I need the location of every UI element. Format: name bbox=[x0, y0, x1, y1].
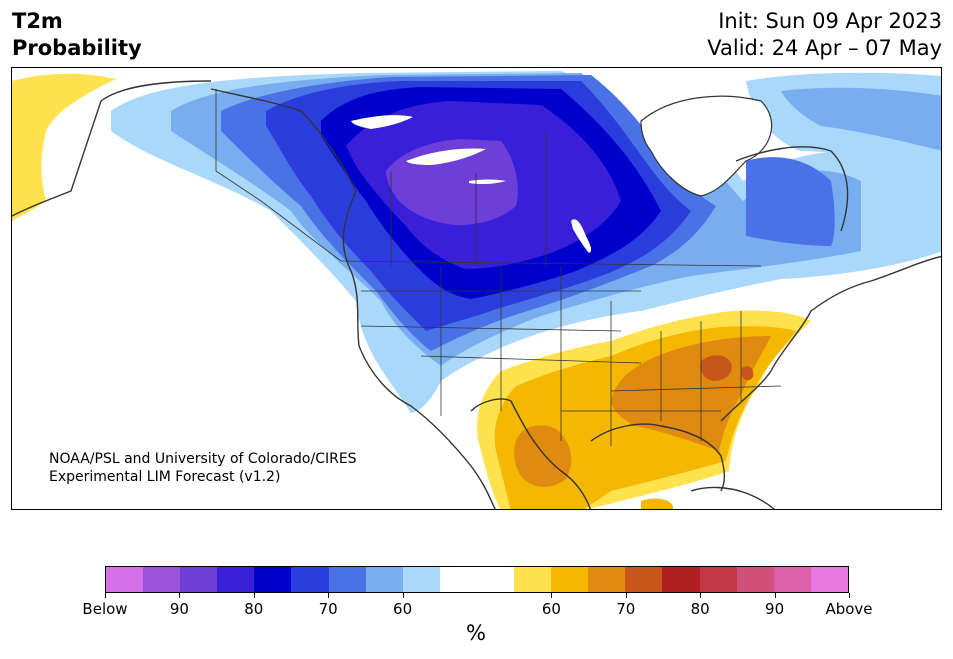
colorbar-tick-mark bbox=[625, 593, 627, 598]
colorbar-tick-mark bbox=[551, 593, 553, 598]
prob-region-20-above-caribbean bbox=[641, 498, 673, 509]
valid-range: Valid: 24 Apr – 07 May bbox=[707, 36, 942, 60]
colorbar-tick-label: 70 bbox=[616, 600, 636, 618]
prob-region-30-below-east bbox=[781, 87, 941, 151]
colorbar-segment bbox=[291, 567, 329, 592]
init-date: Init: Sun 09 Apr 2023 bbox=[718, 9, 942, 33]
colorbar-segment bbox=[402, 567, 440, 592]
colorbar-segment bbox=[254, 567, 292, 592]
colorbar-tick-label: 80 bbox=[244, 600, 264, 618]
colorbar-tick-mark bbox=[774, 593, 776, 598]
lake-great-slave bbox=[406, 148, 486, 165]
prob-region-40-below-east bbox=[746, 157, 835, 246]
prob-region-50-above bbox=[700, 355, 732, 381]
colorbar-segment bbox=[106, 567, 144, 592]
colorbar-segment bbox=[736, 567, 774, 592]
map-title: T2m Probability bbox=[12, 8, 142, 62]
colorbar-tick-mark bbox=[179, 593, 181, 598]
colorbar-segment bbox=[439, 567, 477, 592]
colorbar-segment bbox=[551, 567, 589, 592]
coastlines bbox=[12, 80, 941, 509]
lake-winnipeg bbox=[571, 219, 592, 253]
colorbar-segment bbox=[217, 567, 255, 592]
prob-region-50-above-b bbox=[741, 366, 754, 381]
colorbar-segment bbox=[588, 567, 626, 592]
colorbar-tick-mark bbox=[402, 593, 404, 598]
colorbar-tick-label: Below bbox=[82, 600, 128, 618]
colorbar-tick-label: 80 bbox=[690, 600, 710, 618]
hudson-bay bbox=[640, 95, 773, 197]
map-svg bbox=[12, 71, 941, 509]
colorbar-tick-label: Above bbox=[825, 600, 873, 618]
colorbar-tick-label: 70 bbox=[318, 600, 338, 618]
colorbar-tick-mark bbox=[700, 593, 702, 598]
lake-great-bear bbox=[351, 115, 413, 129]
credit-text: NOAA/PSL and University of Colorado/CIRE… bbox=[49, 450, 357, 486]
colorbar-segment bbox=[810, 567, 848, 592]
forecast-map bbox=[11, 67, 942, 510]
colorbar-segment bbox=[328, 567, 366, 592]
credit-line2: Experimental LIM Forecast (v1.2) bbox=[49, 469, 281, 485]
colorbar-segment bbox=[514, 567, 552, 592]
colorbar-segment bbox=[476, 567, 515, 592]
date-info: Init: Sun 09 Apr 2023 Valid: 24 Apr – 07… bbox=[707, 8, 942, 62]
colorbar-tick-mark bbox=[105, 593, 106, 598]
colorbar-tick-label: 60 bbox=[541, 600, 561, 618]
colorbar-tick-mark bbox=[849, 593, 850, 598]
colorbar bbox=[105, 566, 849, 593]
colorbar-segment bbox=[773, 567, 811, 592]
colorbar-segment bbox=[699, 567, 737, 592]
colorbar-unit: % bbox=[466, 621, 486, 645]
colorbar-segment bbox=[662, 567, 700, 592]
colorbar-tick-mark bbox=[253, 593, 255, 598]
map-title-line2: Probability bbox=[12, 36, 142, 60]
colorbar-segment bbox=[365, 567, 403, 592]
colorbar-segment bbox=[180, 567, 218, 592]
colorbar-tick-mark bbox=[328, 593, 330, 598]
borders bbox=[215, 89, 782, 446]
colorbar-tick-label: 90 bbox=[765, 600, 785, 618]
map-title-line1: T2m bbox=[12, 9, 63, 33]
colorbar-tick-label: 90 bbox=[169, 600, 189, 618]
lake-athabasca bbox=[469, 179, 506, 185]
colorbar-segment bbox=[143, 567, 181, 592]
colorbar-tick-label: 60 bbox=[393, 600, 413, 618]
colorbar-segment bbox=[625, 567, 663, 592]
credit-line1: NOAA/PSL and University of Colorado/CIRE… bbox=[49, 451, 357, 467]
prob-region-20-above-alaska bbox=[12, 73, 116, 222]
prob-region-40-above-mexico bbox=[514, 425, 572, 487]
